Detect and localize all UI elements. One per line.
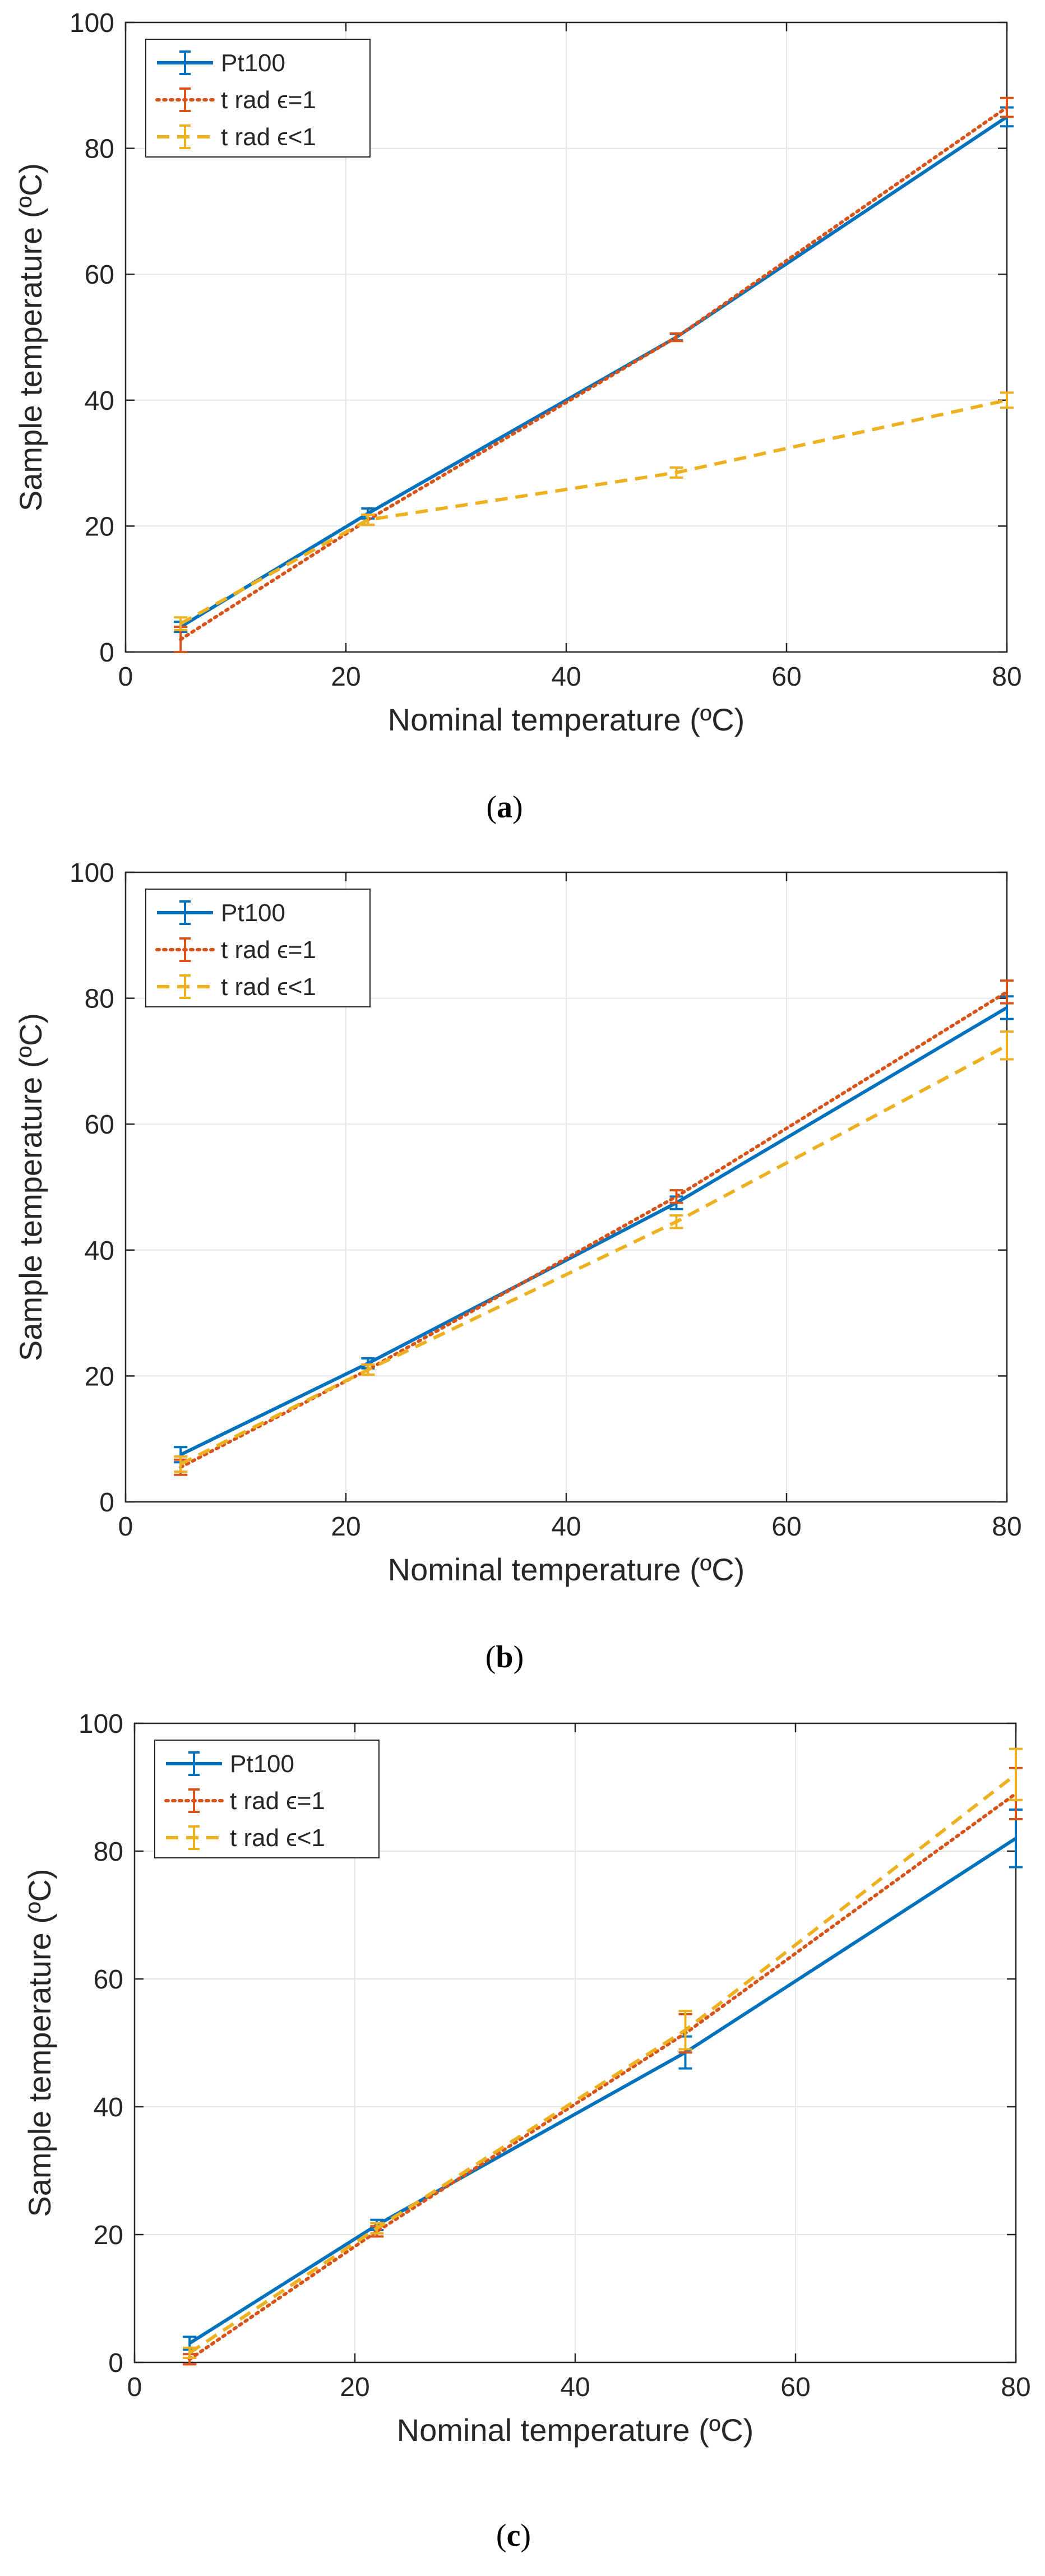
x-tick-label: 0 xyxy=(118,1512,133,1542)
y-tick-label: 40 xyxy=(94,2093,123,2122)
legend-label: Pt100 xyxy=(221,899,285,927)
series-line xyxy=(179,105,1009,641)
y-tick-label: 100 xyxy=(70,858,114,888)
chart-panel-a: 0 20 40 60 80 0 20 40 60 80 100 Nominal temperature… xyxy=(13,8,1022,825)
y-tick-label: 60 xyxy=(94,1965,123,1995)
y-tick-label: 40 xyxy=(85,386,114,416)
legend-label: Pt100 xyxy=(230,1750,294,1778)
legend-label: t rad ϵ=1 xyxy=(221,86,316,114)
series-2 xyxy=(174,391,1014,631)
series-2 xyxy=(183,1747,1023,2360)
x-tick-label: 40 xyxy=(551,662,581,692)
y-tick-label: 80 xyxy=(85,984,114,1014)
x-tick-label: 20 xyxy=(331,662,360,692)
legend-label: t rad ϵ<1 xyxy=(221,123,316,151)
x-tick-label: 80 xyxy=(992,662,1021,692)
panel-caption: (c) xyxy=(496,2518,531,2553)
y-tick-label: 80 xyxy=(94,1837,123,1867)
y-tick-label: 80 xyxy=(85,135,114,164)
legend-label: Pt100 xyxy=(221,49,285,77)
x-tick-label: 20 xyxy=(340,2372,369,2402)
series-line xyxy=(188,1792,1018,2361)
y-axis-label: Sample temperature (ºC) xyxy=(22,1869,57,2217)
chart-panel-c: 0 20 40 60 80 0 20 40 60 80 100 Nominal temperature… xyxy=(22,1709,1031,2553)
x-tick-label: 0 xyxy=(118,662,133,692)
x-axis-label: Nominal temperature (ºC) xyxy=(388,702,745,737)
series-line xyxy=(179,990,1009,1469)
y-tick-label: 20 xyxy=(94,2221,123,2250)
series-line xyxy=(179,1006,1008,1456)
y-axis-label: Sample temperature (ºC) xyxy=(13,163,48,511)
x-tick-label: 20 xyxy=(331,1512,360,1542)
y-tick-label: 100 xyxy=(78,1709,123,1739)
legend-label: t rad ϵ=1 xyxy=(230,1787,325,1815)
y-tick-label: 20 xyxy=(85,512,114,542)
x-tick-label: 60 xyxy=(771,1512,801,1542)
legend: Pt100 t rad ϵ=1 t rad ϵ<1 xyxy=(154,1740,380,1858)
series-2 xyxy=(174,1030,1014,1473)
x-tick-label: 60 xyxy=(771,662,801,692)
x-axis-label: Nominal temperature (ºC) xyxy=(388,1552,745,1587)
y-tick-label: 100 xyxy=(70,8,114,38)
panel-caption: (a) xyxy=(486,790,522,825)
y-tick-label: 20 xyxy=(85,1362,114,1391)
x-tick-label: 80 xyxy=(992,1512,1021,1542)
x-axis-label: Nominal temperature (ºC) xyxy=(397,2412,754,2448)
x-tick-label: 40 xyxy=(560,2372,590,2402)
legend: Pt100 t rad ϵ=1 t rad ϵ<1 xyxy=(145,39,371,158)
y-tick-label: 40 xyxy=(85,1236,114,1266)
series-line xyxy=(188,1837,1017,2345)
series-line xyxy=(179,1044,1008,1466)
panel-caption: (b) xyxy=(485,1640,524,1675)
series-line xyxy=(179,398,1007,626)
x-tick-label: 60 xyxy=(780,2372,810,2402)
x-tick-label: 0 xyxy=(127,2372,142,2402)
y-tick-label: 60 xyxy=(85,260,114,290)
y-axis-label: Sample temperature (ºC) xyxy=(13,1013,48,1361)
legend-label: t rad ϵ<1 xyxy=(230,1824,325,1852)
legend-label: t rad ϵ=1 xyxy=(221,936,316,964)
y-tick-label: 0 xyxy=(108,2348,123,2378)
chart-panel-b: 0 20 40 60 80 0 20 40 60 80 100 Nominal temperature… xyxy=(13,858,1022,1675)
y-tick-label: 0 xyxy=(99,638,114,668)
x-tick-label: 40 xyxy=(551,1512,581,1542)
y-tick-label: 60 xyxy=(85,1110,114,1140)
series-line xyxy=(188,1773,1017,2355)
legend: Pt100 t rad ϵ=1 t rad ϵ<1 xyxy=(145,889,371,1007)
legend-label: t rad ϵ<1 xyxy=(221,973,316,1001)
x-tick-label: 80 xyxy=(1001,2372,1030,2402)
y-tick-label: 0 xyxy=(99,1488,114,1518)
